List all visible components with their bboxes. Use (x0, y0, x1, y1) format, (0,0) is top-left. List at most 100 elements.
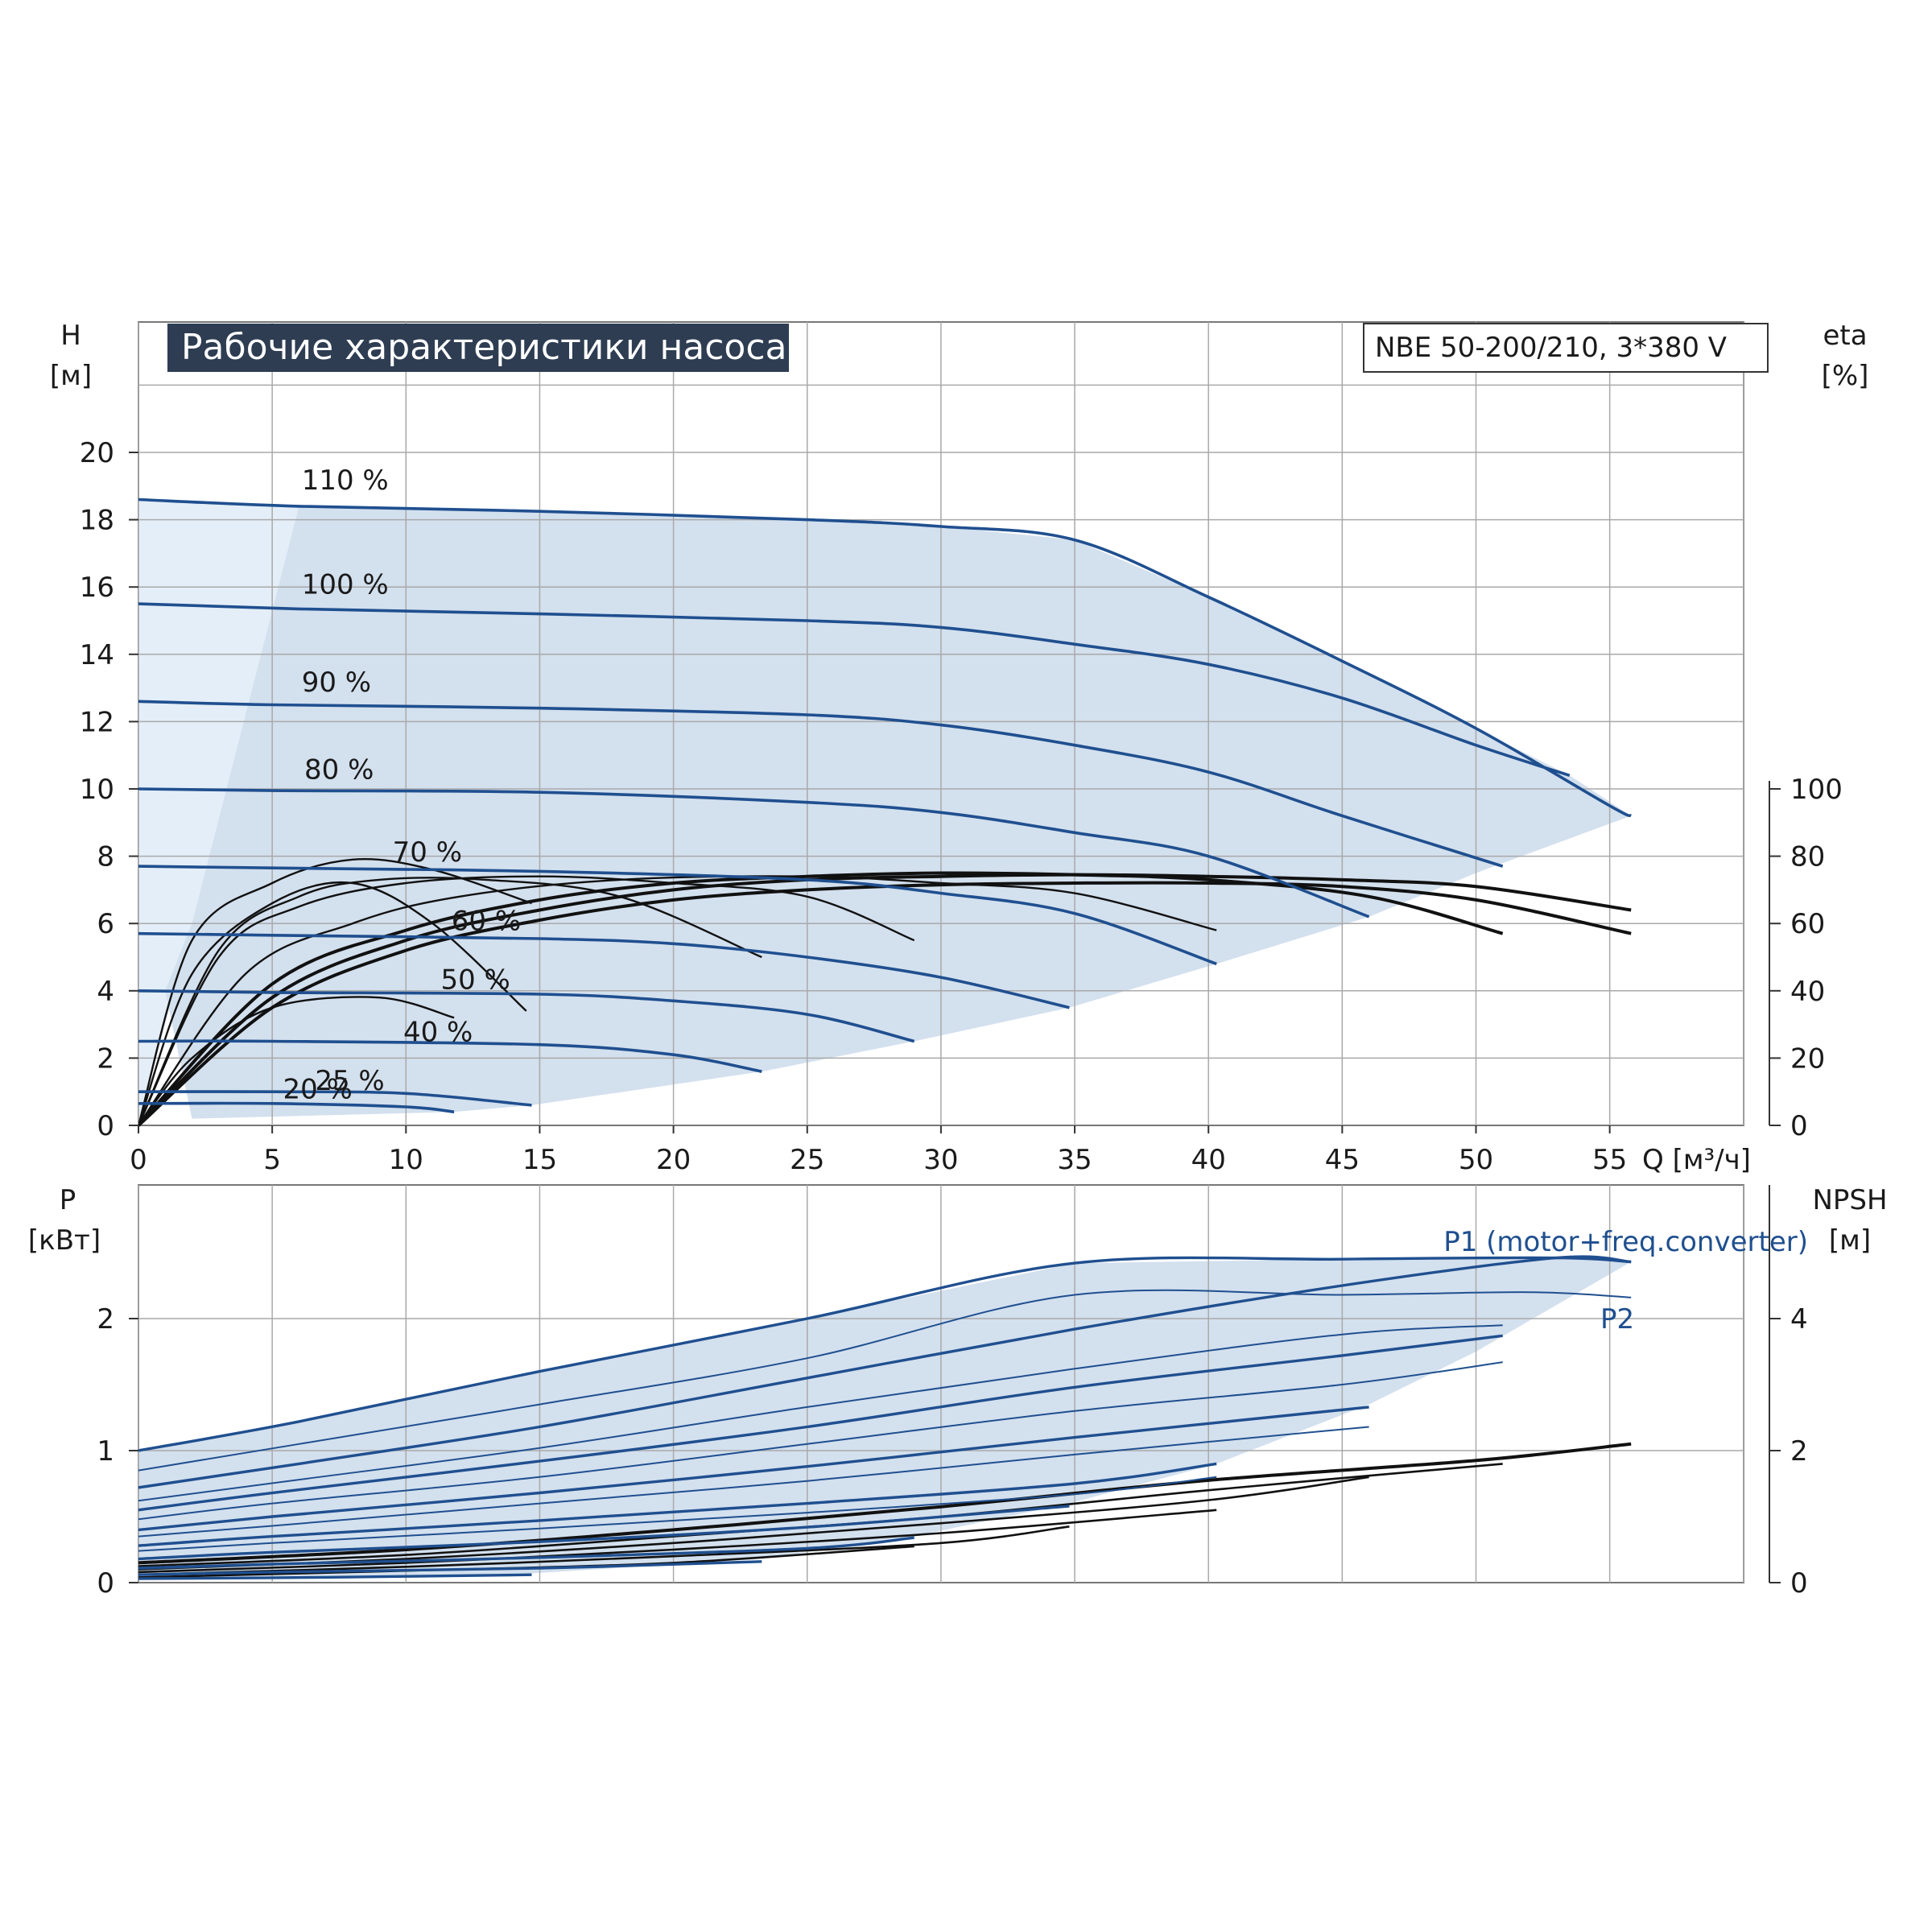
bottom-grid (138, 1185, 1744, 1583)
head-curve (138, 865, 1217, 966)
p1-curve (138, 1505, 1070, 1561)
head-curve (138, 931, 1070, 1009)
p-tick-label: 1 (97, 1435, 114, 1468)
y-left-tick-label: 18 (80, 505, 114, 537)
head-curve (138, 700, 1504, 868)
npsh-curve (138, 1525, 1070, 1576)
x-tick-label: 50 (1459, 1144, 1493, 1176)
p1-curve (138, 1255, 1632, 1489)
p1-curve (138, 1256, 1632, 1452)
p1-curve (138, 1573, 532, 1580)
x-axis-label: Q [м³/ч] (1642, 1144, 1751, 1176)
p1-series-label: P1 (motor+freq.converter) (1443, 1226, 1808, 1258)
y-right-label-unit: [%] (1822, 360, 1869, 392)
speed-label: 60 % (452, 906, 521, 938)
power-envelope-area (138, 1257, 1632, 1580)
speed-label: 110 % (302, 464, 389, 497)
speed-label: 50 % (440, 964, 510, 997)
head-curve (138, 787, 1370, 919)
npsh-curve (138, 1442, 1632, 1565)
model-box: NBE 50-200/210, 3*380 V (1363, 323, 1769, 373)
speed-label: 25 % (315, 1065, 384, 1097)
speed-label: 80 % (304, 753, 374, 786)
x-tick-label: 20 (656, 1144, 691, 1176)
y-left-tick-label: 0 (97, 1110, 114, 1142)
top-axis-ticks: 0 5 10 15 20 25 30 35 40 45 50 55 0 2 4 6 8 10 12 14 16 18 20 0… (80, 437, 1843, 1176)
x-tick-label: 30 (923, 1144, 958, 1176)
p2-curve (138, 1324, 1503, 1502)
head-curve (138, 1090, 532, 1107)
npsh-tick-label: 0 (1790, 1567, 1808, 1600)
p-axis-label-symbol: P (60, 1184, 76, 1216)
y-right-tick-label: 40 (1790, 976, 1825, 1008)
npsh-axis-label-symbol: NPSH (1812, 1184, 1887, 1216)
head-curve (138, 1101, 455, 1114)
head-curve (138, 989, 915, 1043)
efficiency-curve (138, 881, 527, 1126)
x-tick-label: 5 (263, 1144, 281, 1176)
npsh-tick-label: 2 (1790, 1435, 1808, 1468)
speed-label: 70 % (393, 836, 462, 869)
x-tick-label: 10 (389, 1144, 423, 1176)
x-tick-label: 0 (130, 1144, 147, 1176)
y-left-label-unit: [м] (50, 360, 92, 392)
model-name: NBE 50-200/210, 3*380 V (1375, 332, 1727, 364)
x-tick-label: 15 (522, 1144, 557, 1176)
p1-curve (138, 1406, 1369, 1532)
operating-envelope (138, 499, 1632, 1125)
y-left-label-symbol: H (60, 320, 81, 352)
y-right-tick-label: 0 (1790, 1110, 1808, 1142)
speed-label: 40 % (403, 1017, 473, 1049)
y-left-tick-label: 8 (97, 841, 114, 873)
p2-curve (138, 1476, 1217, 1552)
efficiency-curve (138, 857, 532, 1126)
x-tick-label: 40 (1191, 1144, 1226, 1176)
y-left-tick-label: 12 (80, 706, 114, 738)
chart-title: Рабочие характеристики насоса (181, 327, 786, 368)
x-tick-label: 55 (1592, 1144, 1627, 1176)
p1-curve (138, 1536, 914, 1570)
p2-curve (138, 1361, 1503, 1521)
chart-title-box: Рабочие характеристики насоса (167, 324, 789, 372)
y-left-tick-label: 20 (80, 437, 114, 469)
y-right-label-symbol: eta (1823, 320, 1867, 352)
head-efficiency-panel: 110 %100 %90 %80 %70 %60 %50 %40 %25 %20… (50, 320, 1869, 1176)
y-left-tick-label: 16 (80, 572, 114, 604)
y-right-tick-label: 100 (1790, 774, 1843, 806)
y-right-tick-label: 80 (1790, 841, 1825, 873)
y-right-tick-label: 60 (1790, 908, 1825, 940)
p2-series-label: P2 (1600, 1303, 1634, 1335)
power-curves (138, 1255, 1632, 1580)
p1-curve (138, 1334, 1503, 1512)
p2-curve (138, 1426, 1369, 1538)
efficiency-curves (138, 857, 1632, 1127)
efficiency-curve (138, 881, 1632, 1127)
p-tick-label: 2 (97, 1303, 114, 1335)
head-curve (138, 602, 1571, 778)
p1-curve (138, 1462, 1217, 1547)
p1-curve (138, 1560, 762, 1576)
y-right-tick-label: 20 (1790, 1042, 1825, 1075)
head-curve (138, 1039, 762, 1073)
y-left-tick-label: 10 (80, 774, 114, 806)
y-left-tick-label: 4 (97, 976, 114, 1008)
npsh-curve (138, 1509, 1217, 1574)
bottom-axis-ticks: 0 1 2 0 2 4 (97, 1185, 1808, 1600)
speed-label: 20 % (283, 1074, 352, 1106)
speed-label: 90 % (302, 667, 371, 699)
p-axis-label-unit: [кВт] (28, 1224, 101, 1257)
power-envelope (138, 1257, 1632, 1580)
x-tick-label: 35 (1057, 1144, 1092, 1176)
efficiency-curve (138, 996, 455, 1126)
y-left-tick-label: 2 (97, 1042, 114, 1075)
y-left-tick-label: 14 (80, 639, 114, 671)
efficiency-curve (138, 877, 762, 1126)
p-tick-label: 0 (97, 1567, 114, 1600)
head-curves (138, 497, 1632, 1114)
speed-labels: 110 % 100 % 90 % 80 % 70 % 60 % 50 % 40 % 25 %20… (283, 464, 521, 1106)
speed-label: 100 % (302, 569, 389, 601)
x-tick-label: 45 (1325, 1144, 1360, 1176)
p2-curve (138, 1289, 1632, 1472)
power-npsh-panel: 0 1 2 0 2 4 P [кВт] NPSH [м] P1 (motor+freq.c… (28, 1184, 1888, 1600)
